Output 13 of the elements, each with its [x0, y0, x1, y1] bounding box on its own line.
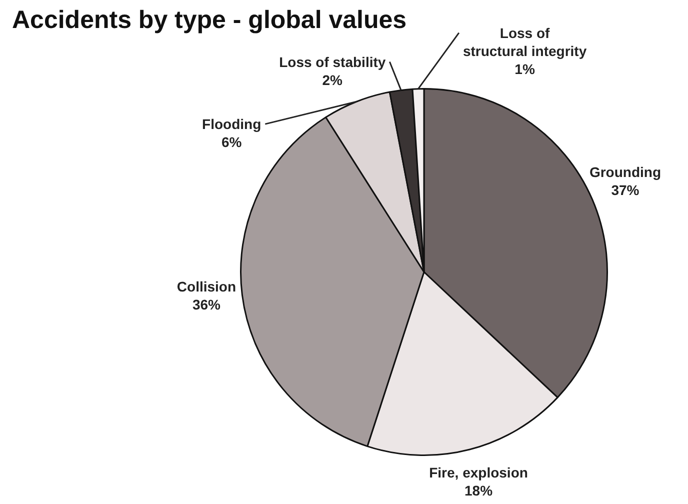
- slice-label: Flooding: [202, 116, 262, 132]
- slice-label: Loss of structural integrity: [462, 24, 587, 59]
- slice-label: Collision: [176, 278, 236, 294]
- slice-label: Loss of stability: [279, 54, 386, 70]
- data-label: 37%: [611, 182, 640, 198]
- data-label: 18%: [464, 482, 494, 498]
- data-label: 6%: [221, 134, 242, 150]
- slice-label: Fire, explosion: [429, 464, 528, 480]
- data-label: 1%: [514, 60, 536, 77]
- chart-title: Accidents by type - global values: [12, 6, 407, 35]
- data-label: 36%: [192, 296, 222, 312]
- data-label: 2%: [322, 72, 344, 88]
- slice-label: Grounding: [589, 164, 661, 180]
